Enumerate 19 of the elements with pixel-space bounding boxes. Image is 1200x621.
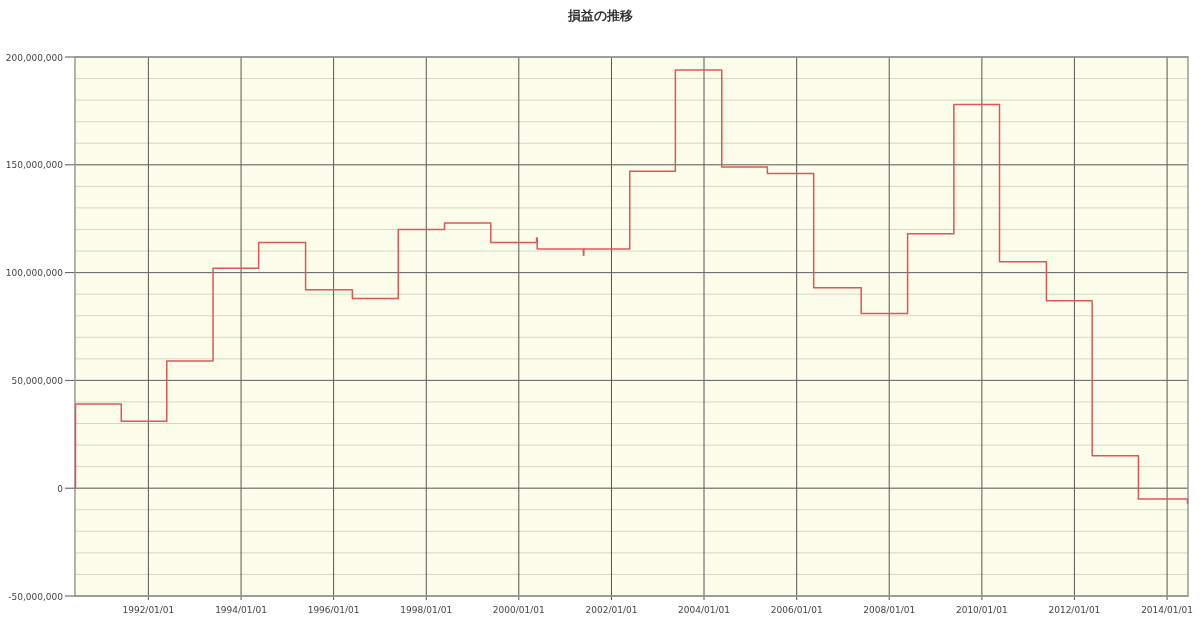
y-tick-label: 0	[57, 483, 64, 494]
x-tick-label: 1996/01/01	[307, 605, 360, 615]
y-tick-label: 100,000,000	[5, 268, 64, 279]
x-tick-label: 1992/01/01	[122, 605, 175, 615]
x-tick-label: 2000/01/01	[492, 605, 545, 615]
x-tick-label: 1998/01/01	[400, 605, 453, 615]
y-tick-label: 150,000,000	[5, 160, 64, 171]
x-tick-label: 2004/01/01	[678, 605, 730, 615]
x-tick-label: 1994/01/01	[215, 605, 267, 615]
chart-title: 損益の推移	[566, 8, 633, 23]
x-tick-label: 2002/01/01	[585, 605, 638, 615]
x-tick-label: 2010/01/01	[955, 605, 1008, 615]
y-tick-label: 200,000,000	[5, 52, 64, 63]
x-tick-label: 2012/01/01	[1048, 605, 1101, 615]
x-tick-label: 2006/01/01	[770, 605, 823, 615]
y-tick-label: -50,000,000	[8, 591, 64, 602]
x-tick-label: 2008/01/01	[863, 605, 916, 615]
y-tick-label: 50,000,000	[11, 375, 64, 386]
x-tick-label: 2014/01/01	[1141, 605, 1194, 615]
